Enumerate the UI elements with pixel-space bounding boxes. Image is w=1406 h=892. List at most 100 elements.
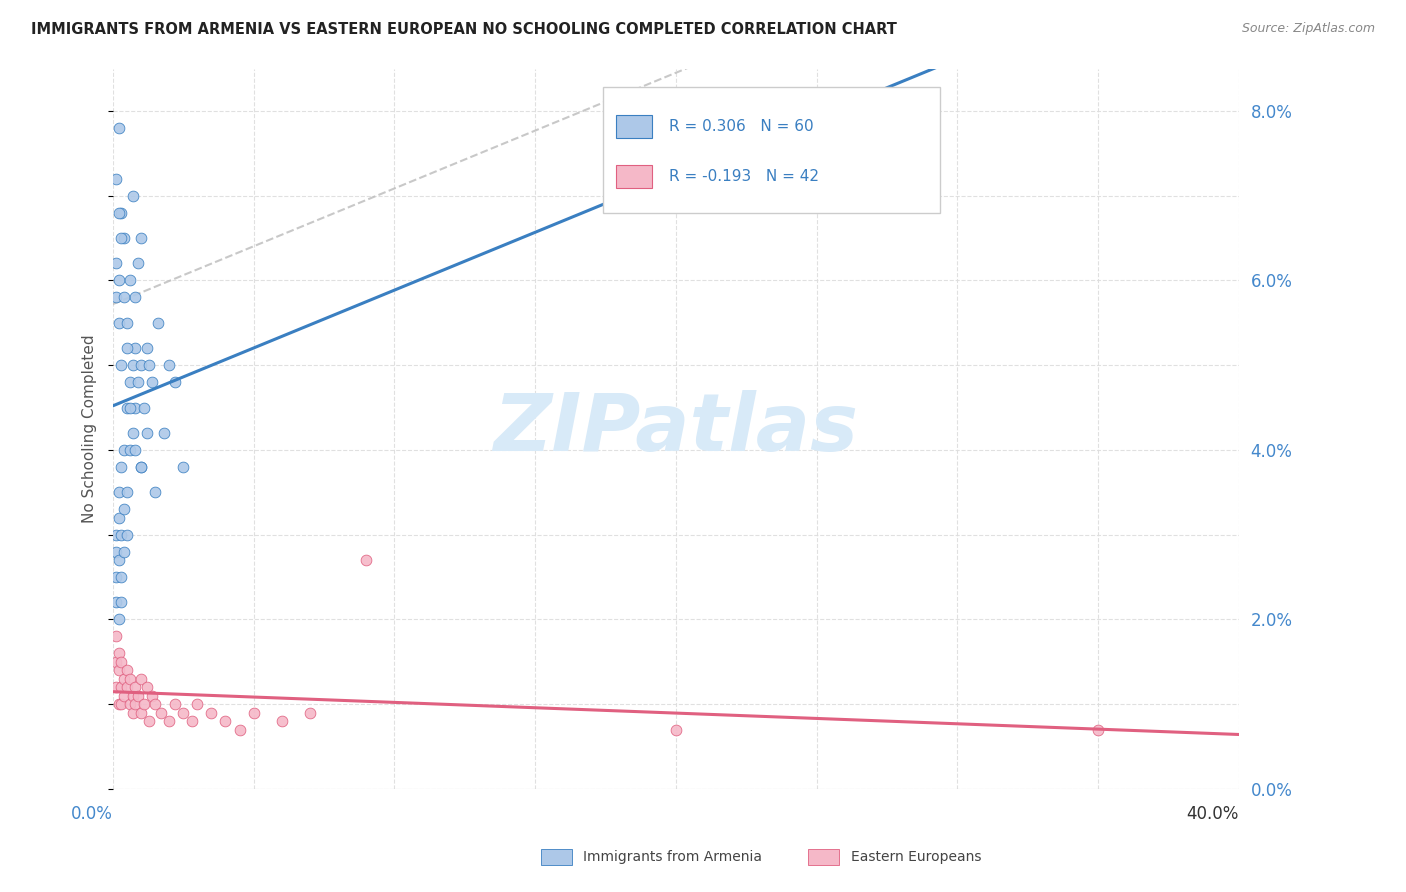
Point [152,425,174,440]
Point [110,595,132,609]
FancyBboxPatch shape [616,115,652,137]
Point [104,629,127,643]
Point [112,544,135,558]
Text: Eastern Europeans: Eastern Europeans [851,850,981,864]
Point [127,689,149,703]
Point [110,231,132,245]
Point [129,231,152,245]
Point [112,442,135,457]
Point [141,689,163,703]
Point [115,680,138,694]
Point [107,316,129,330]
Point [110,205,132,219]
Point [110,358,132,372]
Y-axis label: No Schooling Completed: No Schooling Completed [82,334,97,523]
Point [172,706,194,720]
Point [107,697,129,711]
Point [112,290,135,304]
Point [298,706,321,720]
Point [146,316,169,330]
Point [110,459,132,474]
Point [121,706,143,720]
Point [118,697,141,711]
Point [124,680,146,694]
Point [115,527,138,541]
Point [115,316,138,330]
Point [104,544,127,558]
Point [118,273,141,287]
Point [141,375,163,389]
Point [180,714,202,728]
Point [129,459,152,474]
Point [115,485,138,500]
FancyBboxPatch shape [616,165,652,188]
Point [110,680,132,694]
Point [200,706,222,720]
Point [118,375,141,389]
Point [129,459,152,474]
Point [143,485,166,500]
Point [124,341,146,355]
Point [135,425,157,440]
Point [138,714,160,728]
Point [135,341,157,355]
Text: 40.0%: 40.0% [1187,805,1239,823]
Point [214,714,236,728]
Point [110,655,132,669]
Point [665,723,688,737]
Point [124,697,146,711]
Point [228,723,250,737]
Point [112,689,135,703]
Point [121,425,143,440]
Point [110,570,132,584]
FancyBboxPatch shape [603,87,941,212]
Point [132,697,155,711]
Text: Source: ZipAtlas.com: Source: ZipAtlas.com [1241,22,1375,36]
Point [112,231,135,245]
Point [110,697,132,711]
Point [104,595,127,609]
Point [104,290,127,304]
Point [104,171,127,186]
Point [1087,723,1109,737]
Point [104,527,127,541]
Text: 0.0%: 0.0% [72,805,112,823]
Point [163,375,186,389]
Point [124,401,146,415]
Point [138,358,160,372]
Point [110,527,132,541]
Point [143,697,166,711]
Point [127,256,149,270]
Point [112,502,135,516]
Point [121,689,143,703]
Point [104,655,127,669]
Point [104,256,127,270]
Text: R = -0.193   N = 42: R = -0.193 N = 42 [669,169,820,184]
Point [115,341,138,355]
Point [107,663,129,677]
Text: R = 0.306   N = 60: R = 0.306 N = 60 [669,119,814,134]
Point [121,188,143,202]
Point [186,697,208,711]
Point [129,358,152,372]
Point [157,714,180,728]
Point [124,290,146,304]
Point [135,680,157,694]
Point [107,273,129,287]
Point [107,205,129,219]
Point [107,646,129,660]
Point [129,706,152,720]
Point [107,120,129,135]
Point [121,358,143,372]
Point [107,612,129,626]
Text: ZIPatlas: ZIPatlas [494,390,858,467]
Point [104,680,127,694]
Point [115,663,138,677]
Point [107,485,129,500]
Point [242,706,264,720]
Point [107,553,129,567]
Point [354,553,377,567]
Point [124,442,146,457]
Point [115,401,138,415]
Point [107,510,129,524]
